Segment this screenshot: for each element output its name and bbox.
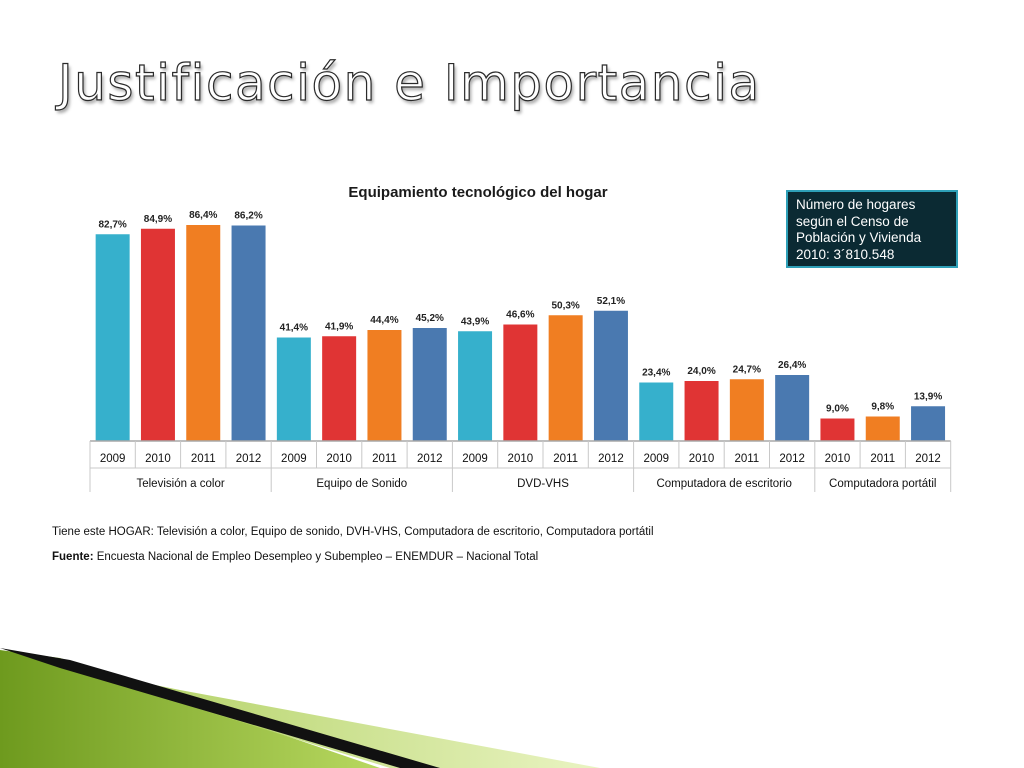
year-tick-label: 2009 bbox=[281, 453, 307, 465]
info-line: Número de hogares bbox=[796, 197, 916, 212]
note-text: Televisión a color, Equipo de sonido, DV… bbox=[156, 526, 654, 538]
bar-2012 bbox=[231, 225, 266, 441]
bar-2010 bbox=[140, 228, 175, 441]
bar-2009 bbox=[95, 234, 130, 441]
bar-2010 bbox=[684, 381, 719, 441]
year-tick-label: 2009 bbox=[100, 453, 126, 465]
year-tick-label: 2010 bbox=[689, 453, 715, 465]
year-tick-label: 2012 bbox=[598, 453, 624, 465]
category-label: DVD-VHS bbox=[517, 478, 569, 490]
data-label: 46,6% bbox=[506, 310, 534, 321]
bar-2010 bbox=[503, 324, 538, 441]
data-label: 24,7% bbox=[733, 364, 761, 375]
data-label: 13,9% bbox=[914, 391, 942, 402]
category-label: Equipo de Sonido bbox=[316, 478, 407, 490]
bar-2012 bbox=[412, 328, 447, 441]
bar-2011 bbox=[367, 330, 402, 441]
bar-2010 bbox=[820, 418, 855, 441]
year-tick-label: 2010 bbox=[145, 453, 171, 465]
chart-title: Equipamiento tecnológico del hogar bbox=[348, 184, 607, 201]
data-label: 24,0% bbox=[687, 366, 715, 377]
category-label: Computadora portátil bbox=[829, 478, 936, 490]
bar-2009 bbox=[639, 382, 674, 441]
year-tick-label: 2012 bbox=[236, 453, 262, 465]
info-line: Población y Vivienda bbox=[796, 230, 922, 245]
year-tick-label: 2012 bbox=[915, 453, 941, 465]
bar-2012 bbox=[593, 310, 628, 441]
source-label: Fuente: bbox=[52, 551, 94, 563]
bar-2012 bbox=[911, 406, 946, 441]
year-tick-label: 2010 bbox=[508, 453, 534, 465]
source-text: Encuesta Nacional de Empleo Desempleo y … bbox=[96, 551, 539, 563]
data-label: 86,2% bbox=[234, 211, 262, 222]
bar-2011 bbox=[865, 416, 900, 441]
bar-2011 bbox=[548, 315, 583, 441]
source-note: Fuente: Encuesta Nacional de Empleo Dese… bbox=[52, 551, 538, 563]
bar-2009 bbox=[458, 331, 493, 441]
data-label: 52,1% bbox=[597, 296, 625, 307]
data-label: 43,9% bbox=[461, 316, 489, 327]
year-tick-label: 2012 bbox=[417, 453, 443, 465]
year-tick-label: 2010 bbox=[326, 453, 352, 465]
year-tick-label: 2012 bbox=[779, 453, 805, 465]
category-label: Computadora de escritorio bbox=[656, 478, 792, 490]
data-label: 23,4% bbox=[642, 368, 670, 379]
year-tick-label: 2011 bbox=[734, 453, 759, 465]
year-tick-label: 2011 bbox=[553, 453, 578, 465]
census-info-box: Número de hogares según el Censo de Pobl… bbox=[786, 190, 958, 268]
bar-2010 bbox=[322, 336, 357, 441]
chart-note: Tiene este HOGAR: Televisión a color, Eq… bbox=[52, 526, 654, 538]
year-tick-label: 2011 bbox=[870, 453, 895, 465]
category-label: Televisión a color bbox=[136, 478, 224, 490]
data-label: 82,7% bbox=[98, 219, 126, 230]
data-label: 9,0% bbox=[826, 404, 849, 415]
bar-2011 bbox=[729, 379, 764, 441]
data-label: 86,4% bbox=[189, 210, 217, 221]
light-green-stripe bbox=[60, 666, 600, 768]
data-label: 45,2% bbox=[416, 313, 444, 324]
data-label: 9,8% bbox=[871, 402, 894, 413]
year-tick-label: 2009 bbox=[462, 453, 488, 465]
data-label: 26,4% bbox=[778, 360, 806, 371]
year-tick-label: 2009 bbox=[643, 453, 669, 465]
year-tick-label: 2011 bbox=[191, 453, 216, 465]
year-tick-label: 2011 bbox=[372, 453, 397, 465]
data-label: 41,9% bbox=[325, 321, 353, 332]
year-tick-label: 2010 bbox=[825, 453, 851, 465]
data-label: 50,3% bbox=[551, 300, 579, 311]
bar-2009 bbox=[276, 337, 311, 441]
slide-title: Justificación e Importancia bbox=[57, 53, 761, 112]
bar-chart: Equipamiento tecnológico del hogar 82,7%… bbox=[89, 184, 952, 492]
black-stripe bbox=[0, 648, 440, 768]
bar-2012 bbox=[775, 375, 810, 441]
data-label: 44,4% bbox=[370, 315, 398, 326]
green-stripe bbox=[0, 650, 380, 768]
info-line: según el Censo de bbox=[796, 213, 909, 229]
data-label: 41,4% bbox=[280, 323, 308, 334]
data-label: 84,9% bbox=[144, 214, 172, 225]
info-line: 2010: 3´810.548 bbox=[796, 246, 895, 262]
note-label: Tiene este HOGAR: bbox=[52, 526, 154, 538]
bar-2011 bbox=[186, 225, 221, 441]
